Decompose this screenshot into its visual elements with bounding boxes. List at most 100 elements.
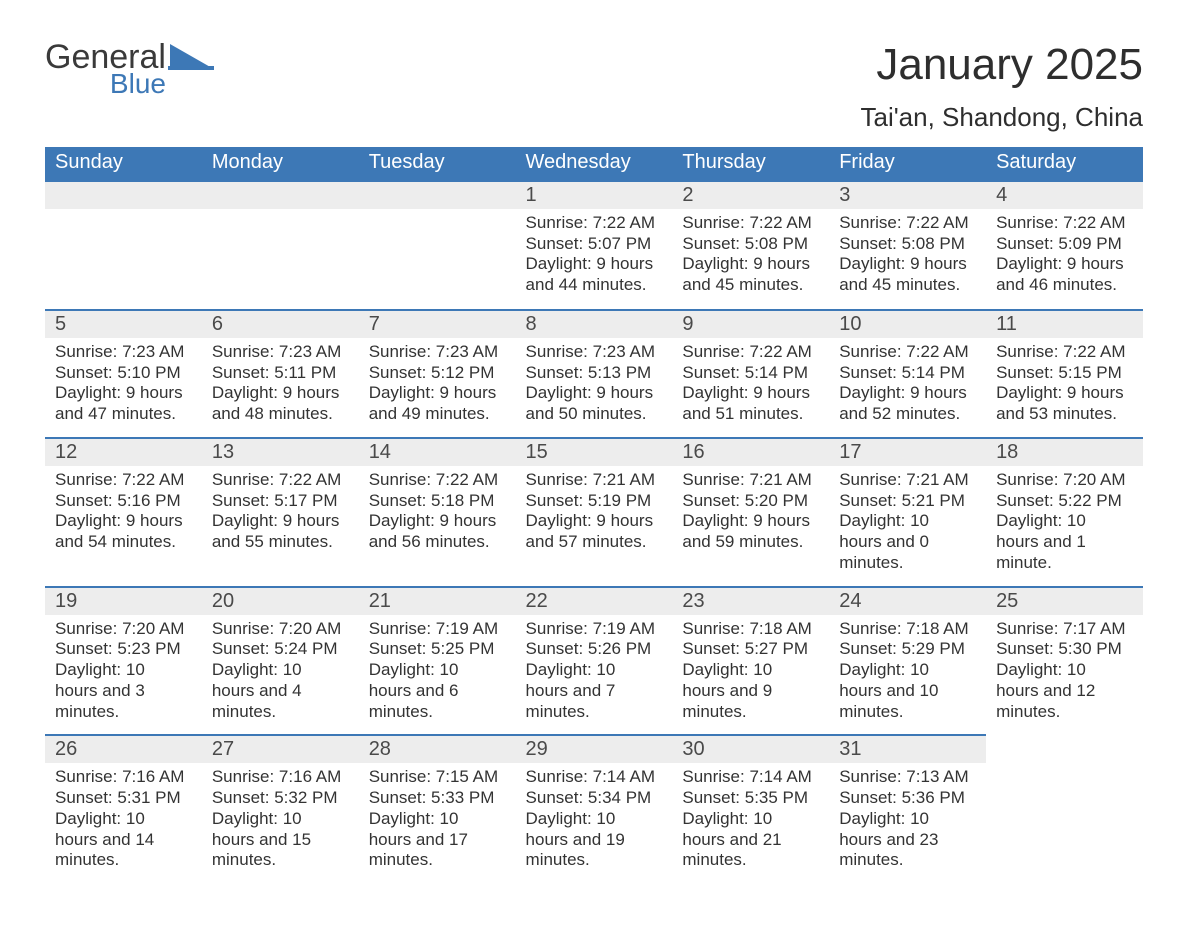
day-content: Sunrise: 7:22 AMSunset: 5:09 PMDaylight:… bbox=[986, 209, 1143, 308]
daylight-line: Daylight: 9 hours and 55 minutes. bbox=[212, 511, 349, 552]
sunset-line: Sunset: 5:08 PM bbox=[682, 234, 819, 255]
day-number: 15 bbox=[516, 439, 673, 466]
daylight-line: Daylight: 10 hours and 3 minutes. bbox=[55, 660, 192, 722]
day-number: 3 bbox=[829, 182, 986, 209]
daylight-line: Daylight: 10 hours and 10 minutes. bbox=[839, 660, 976, 722]
sunrise-line: Sunrise: 7:17 AM bbox=[996, 619, 1133, 640]
sunset-line: Sunset: 5:21 PM bbox=[839, 491, 976, 512]
day-number: 13 bbox=[202, 439, 359, 466]
daylight-line: Daylight: 9 hours and 45 minutes. bbox=[839, 254, 976, 295]
day-number: 2 bbox=[672, 182, 829, 209]
daylight-line: Daylight: 10 hours and 0 minutes. bbox=[839, 511, 976, 573]
sunrise-line: Sunrise: 7:18 AM bbox=[682, 619, 819, 640]
sunset-line: Sunset: 5:31 PM bbox=[55, 788, 192, 809]
day-number: 1 bbox=[516, 182, 673, 209]
day-content: Sunrise: 7:21 AMSunset: 5:19 PMDaylight:… bbox=[516, 466, 673, 565]
day-content: Sunrise: 7:13 AMSunset: 5:36 PMDaylight:… bbox=[829, 763, 986, 883]
daylight-line: Daylight: 9 hours and 46 minutes. bbox=[996, 254, 1133, 295]
calendar-day-cell: 15Sunrise: 7:21 AMSunset: 5:19 PMDayligh… bbox=[516, 437, 673, 586]
sunrise-line: Sunrise: 7:15 AM bbox=[369, 767, 506, 788]
calendar-day-cell: 9Sunrise: 7:22 AMSunset: 5:14 PMDaylight… bbox=[672, 309, 829, 437]
calendar-day-cell: 6Sunrise: 7:23 AMSunset: 5:11 PMDaylight… bbox=[202, 309, 359, 437]
sunrise-line: Sunrise: 7:22 AM bbox=[369, 470, 506, 491]
calendar-day-cell: 19Sunrise: 7:20 AMSunset: 5:23 PMDayligh… bbox=[45, 586, 202, 735]
sunset-line: Sunset: 5:36 PM bbox=[839, 788, 976, 809]
day-content: Sunrise: 7:22 AMSunset: 5:18 PMDaylight:… bbox=[359, 466, 516, 565]
day-number: 11 bbox=[986, 311, 1143, 338]
daylight-line: Daylight: 10 hours and 19 minutes. bbox=[526, 809, 663, 871]
sunrise-line: Sunrise: 7:16 AM bbox=[212, 767, 349, 788]
sunrise-line: Sunrise: 7:22 AM bbox=[682, 342, 819, 363]
sunset-line: Sunset: 5:09 PM bbox=[996, 234, 1133, 255]
sunrise-line: Sunrise: 7:19 AM bbox=[369, 619, 506, 640]
calendar-day-cell: 3Sunrise: 7:22 AMSunset: 5:08 PMDaylight… bbox=[829, 181, 986, 309]
sunset-line: Sunset: 5:11 PM bbox=[212, 363, 349, 384]
day-content: Sunrise: 7:22 AMSunset: 5:08 PMDaylight:… bbox=[672, 209, 829, 308]
day-content: Sunrise: 7:21 AMSunset: 5:21 PMDaylight:… bbox=[829, 466, 986, 586]
calendar-day-cell: 12Sunrise: 7:22 AMSunset: 5:16 PMDayligh… bbox=[45, 437, 202, 586]
sunset-line: Sunset: 5:14 PM bbox=[682, 363, 819, 384]
sunrise-line: Sunrise: 7:23 AM bbox=[55, 342, 192, 363]
daylight-line: Daylight: 10 hours and 1 minute. bbox=[996, 511, 1133, 573]
sunset-line: Sunset: 5:08 PM bbox=[839, 234, 976, 255]
sunset-line: Sunset: 5:19 PM bbox=[526, 491, 663, 512]
sunset-line: Sunset: 5:14 PM bbox=[839, 363, 976, 384]
calendar-day-cell: 23Sunrise: 7:18 AMSunset: 5:27 PMDayligh… bbox=[672, 586, 829, 735]
day-content: Sunrise: 7:17 AMSunset: 5:30 PMDaylight:… bbox=[986, 615, 1143, 735]
sunrise-line: Sunrise: 7:21 AM bbox=[839, 470, 976, 491]
sunset-line: Sunset: 5:22 PM bbox=[996, 491, 1133, 512]
daylight-line: Daylight: 10 hours and 23 minutes. bbox=[839, 809, 976, 871]
sunset-line: Sunset: 5:12 PM bbox=[369, 363, 506, 384]
sunset-line: Sunset: 5:23 PM bbox=[55, 639, 192, 660]
sunset-line: Sunset: 5:24 PM bbox=[212, 639, 349, 660]
sunset-line: Sunset: 5:27 PM bbox=[682, 639, 819, 660]
day-content: Sunrise: 7:23 AMSunset: 5:13 PMDaylight:… bbox=[516, 338, 673, 437]
sunset-line: Sunset: 5:15 PM bbox=[996, 363, 1133, 384]
day-content: Sunrise: 7:22 AMSunset: 5:14 PMDaylight:… bbox=[672, 338, 829, 437]
daylight-line: Daylight: 9 hours and 44 minutes. bbox=[526, 254, 663, 295]
daylight-line: Daylight: 9 hours and 45 minutes. bbox=[682, 254, 819, 295]
calendar-day-cell: 4Sunrise: 7:22 AMSunset: 5:09 PMDaylight… bbox=[986, 181, 1143, 309]
sunrise-line: Sunrise: 7:23 AM bbox=[369, 342, 506, 363]
day-number bbox=[986, 734, 1143, 761]
logo-flag-icon bbox=[168, 40, 214, 72]
page-title: January 2025 bbox=[876, 40, 1143, 90]
calendar-day-cell: 27Sunrise: 7:16 AMSunset: 5:32 PMDayligh… bbox=[202, 734, 359, 883]
day-number: 22 bbox=[516, 588, 673, 615]
day-content: Sunrise: 7:22 AMSunset: 5:07 PMDaylight:… bbox=[516, 209, 673, 308]
sunset-line: Sunset: 5:26 PM bbox=[526, 639, 663, 660]
calendar-day-cell: 11Sunrise: 7:22 AMSunset: 5:15 PMDayligh… bbox=[986, 309, 1143, 437]
daylight-line: Daylight: 10 hours and 12 minutes. bbox=[996, 660, 1133, 722]
day-number: 4 bbox=[986, 182, 1143, 209]
day-content: Sunrise: 7:20 AMSunset: 5:24 PMDaylight:… bbox=[202, 615, 359, 735]
calendar-day-cell: 10Sunrise: 7:22 AMSunset: 5:14 PMDayligh… bbox=[829, 309, 986, 437]
sunset-line: Sunset: 5:34 PM bbox=[526, 788, 663, 809]
day-number: 8 bbox=[516, 311, 673, 338]
day-number: 25 bbox=[986, 588, 1143, 615]
sunset-line: Sunset: 5:20 PM bbox=[682, 491, 819, 512]
day-number: 9 bbox=[672, 311, 829, 338]
day-number: 31 bbox=[829, 736, 986, 763]
sunrise-line: Sunrise: 7:23 AM bbox=[212, 342, 349, 363]
daylight-line: Daylight: 9 hours and 53 minutes. bbox=[996, 383, 1133, 424]
day-number: 26 bbox=[45, 736, 202, 763]
day-content: Sunrise: 7:16 AMSunset: 5:32 PMDaylight:… bbox=[202, 763, 359, 883]
daylight-line: Daylight: 10 hours and 14 minutes. bbox=[55, 809, 192, 871]
calendar-week-row: 26Sunrise: 7:16 AMSunset: 5:31 PMDayligh… bbox=[45, 734, 1143, 883]
weekday-header-row: SundayMondayTuesdayWednesdayThursdayFrid… bbox=[45, 147, 1143, 181]
daylight-line: Daylight: 9 hours and 51 minutes. bbox=[682, 383, 819, 424]
day-number: 12 bbox=[45, 439, 202, 466]
page-subtitle: Tai'an, Shandong, China bbox=[45, 102, 1143, 133]
calendar-day-cell: 1Sunrise: 7:22 AMSunset: 5:07 PMDaylight… bbox=[516, 181, 673, 309]
day-content: Sunrise: 7:22 AMSunset: 5:17 PMDaylight:… bbox=[202, 466, 359, 565]
daylight-line: Daylight: 9 hours and 56 minutes. bbox=[369, 511, 506, 552]
day-content: Sunrise: 7:14 AMSunset: 5:35 PMDaylight:… bbox=[672, 763, 829, 883]
day-content bbox=[202, 209, 359, 225]
daylight-line: Daylight: 9 hours and 50 minutes. bbox=[526, 383, 663, 424]
calendar-day-cell: 25Sunrise: 7:17 AMSunset: 5:30 PMDayligh… bbox=[986, 586, 1143, 735]
weekday-header: Saturday bbox=[986, 147, 1143, 181]
calendar-day-cell: 17Sunrise: 7:21 AMSunset: 5:21 PMDayligh… bbox=[829, 437, 986, 586]
sunrise-line: Sunrise: 7:14 AM bbox=[526, 767, 663, 788]
calendar-day-cell bbox=[359, 181, 516, 309]
sunrise-line: Sunrise: 7:22 AM bbox=[839, 342, 976, 363]
